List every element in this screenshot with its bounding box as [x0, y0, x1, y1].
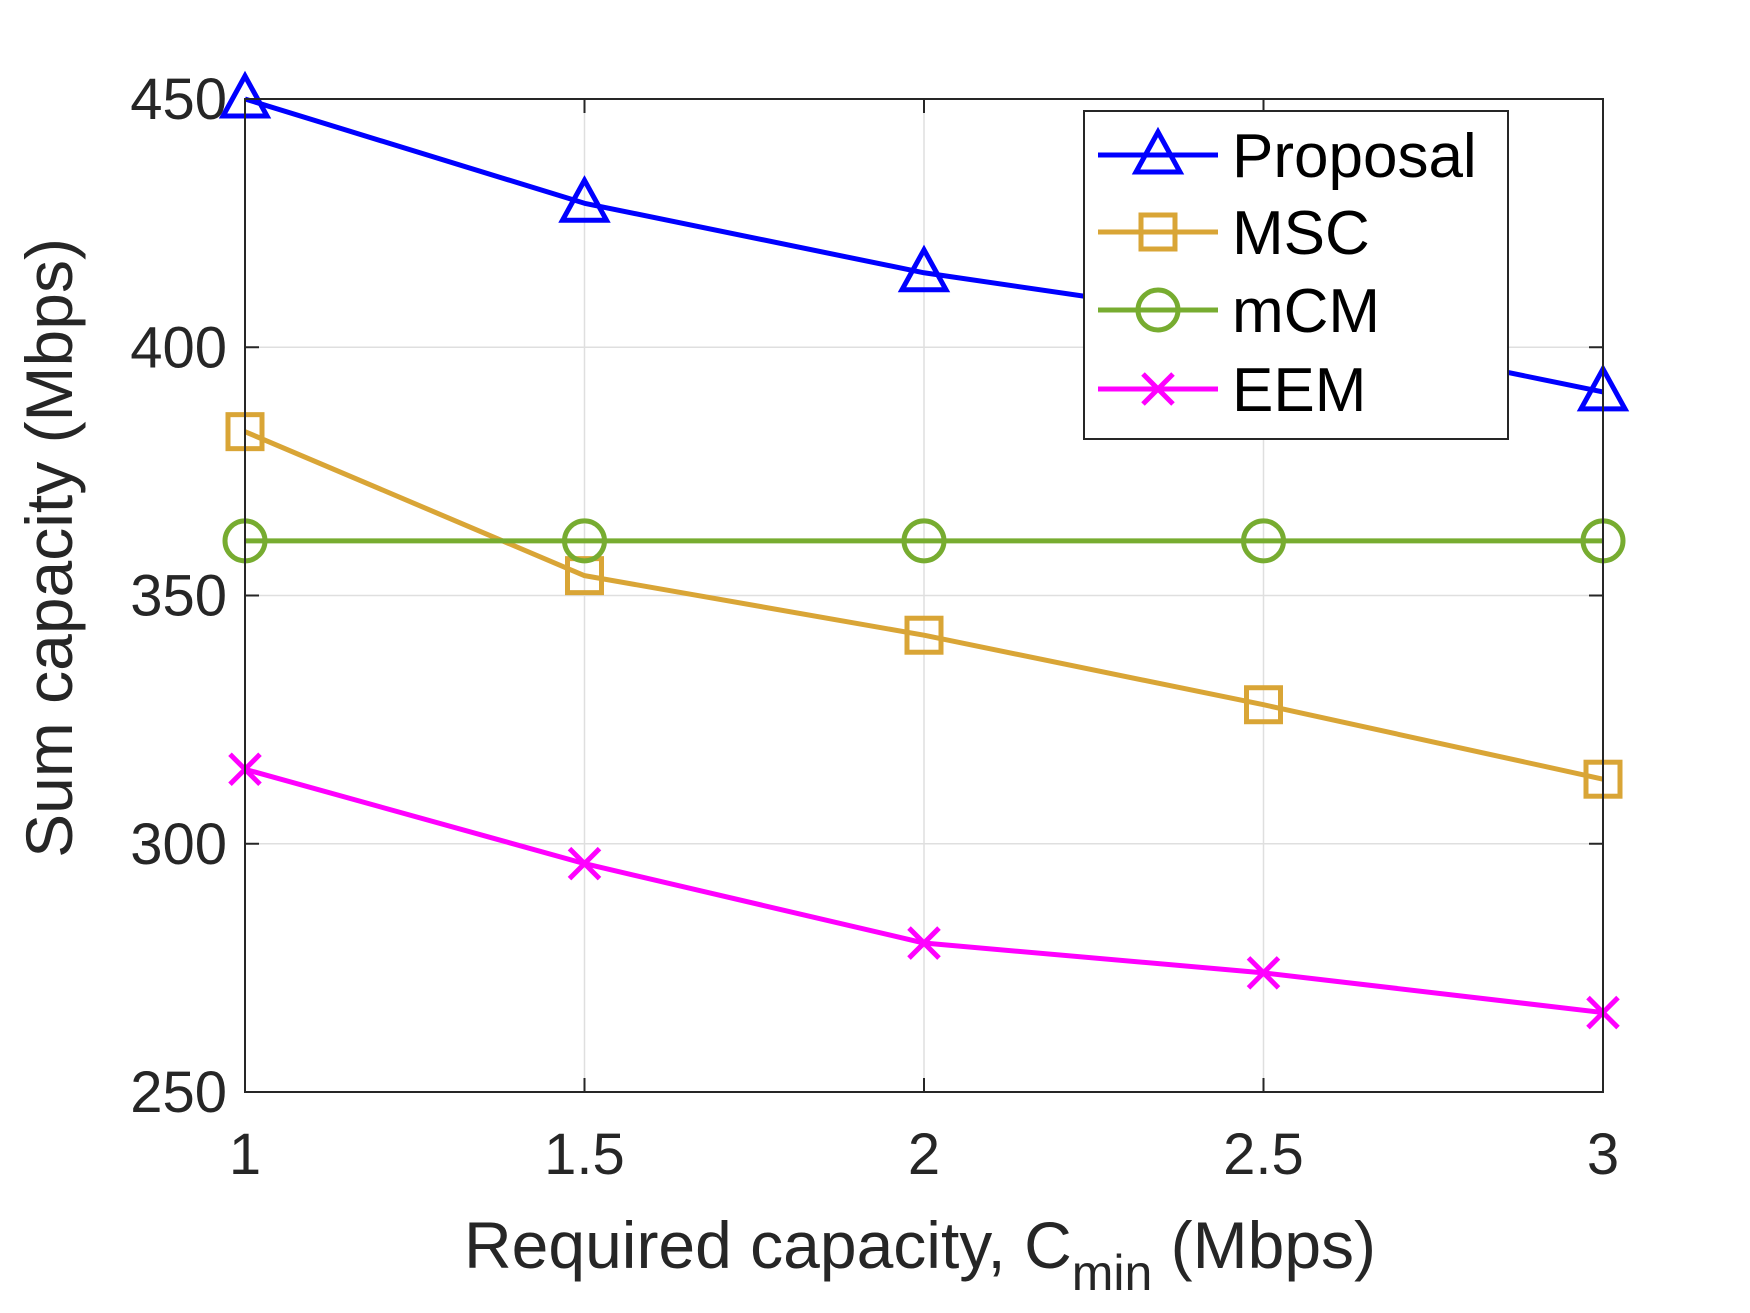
legend-marker — [1141, 372, 1175, 406]
y-tick-label: 250 — [130, 1060, 227, 1125]
x-tick-label: 2 — [908, 1122, 940, 1187]
y-tick-label: 400 — [130, 315, 227, 380]
legend-item-mcm: mCM — [1098, 277, 1380, 346]
data-point-mcm — [1241, 518, 1286, 564]
y-axis-title: Sum capacity (Mbps) — [12, 238, 86, 858]
legend-label: MSC — [1232, 199, 1370, 268]
x-tick-label: 3 — [1587, 1122, 1619, 1187]
legend-item-msc: MSC — [1098, 199, 1370, 268]
data-point-msc — [904, 615, 944, 655]
x-axis-title-subscript: min — [1072, 1245, 1153, 1301]
y-tick-label: 350 — [130, 564, 227, 629]
legend-marker — [1138, 212, 1178, 252]
legend-marker — [1135, 287, 1181, 333]
x-axis-title-main: Required capacity, C — [464, 1208, 1072, 1282]
data-point-eem — [907, 926, 941, 960]
x-tick-label: 1.5 — [544, 1122, 625, 1187]
data-point-proposal — [897, 244, 951, 293]
data-point-msc — [1244, 685, 1283, 725]
x-tick-label: 1 — [229, 1122, 261, 1187]
legend-item-eem: EEM — [1098, 356, 1366, 425]
legend-label: Proposal — [1232, 122, 1477, 191]
data-point-eem — [1246, 956, 1281, 990]
legend: Proposal MSC mCM EEM — [1083, 110, 1509, 440]
data-point-mcm — [901, 518, 947, 564]
legend-item-proposal: Proposal — [1098, 122, 1477, 191]
data-point-eem — [567, 846, 602, 881]
x-axis-title: Required capacity, Cmin (Mbps) — [464, 1208, 1376, 1301]
series-line-msc — [244, 429, 1604, 782]
data-point-proposal — [558, 175, 611, 223]
axis-ticks: 1 1.5 2 2.5 3 250 300 350 400 450 — [130, 67, 1619, 1187]
data-point-mcm — [562, 518, 607, 564]
legend-label: mCM — [1232, 277, 1380, 346]
x-tick-label: 2.5 — [1223, 1122, 1304, 1187]
legend-marker — [1131, 126, 1185, 175]
y-tick-label: 300 — [130, 812, 227, 877]
x-axis-title-suffix: (Mbps) — [1152, 1208, 1376, 1282]
y-tick-label: 450 — [130, 67, 227, 132]
legend-label: EEM — [1232, 356, 1366, 425]
